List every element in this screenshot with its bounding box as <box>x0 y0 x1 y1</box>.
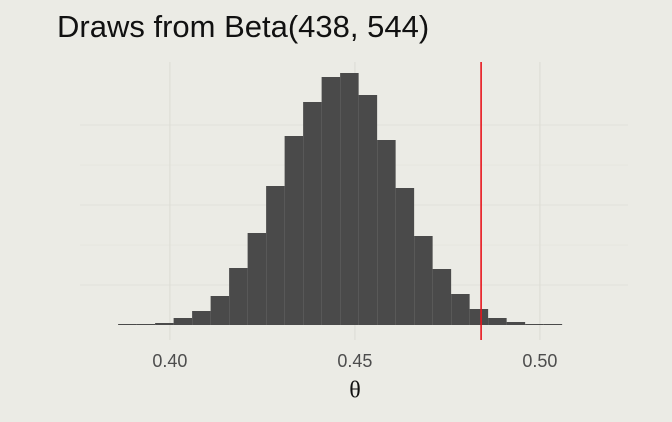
bar <box>210 296 230 325</box>
x-tick-label: 0.45 <box>337 351 372 371</box>
bar <box>469 309 489 325</box>
bar <box>266 186 285 325</box>
bar <box>136 324 156 325</box>
chart-title: Draws from Beta(438, 544) <box>57 9 429 44</box>
bar <box>340 73 359 325</box>
bar <box>414 236 433 325</box>
x-axis-label: θ <box>349 378 361 404</box>
bar <box>303 102 322 325</box>
x-tick-label: 0.40 <box>152 351 187 371</box>
bar <box>395 188 415 325</box>
bar <box>358 95 378 325</box>
x-tick-label: 0.50 <box>522 351 557 371</box>
bar <box>451 294 470 325</box>
bar <box>192 311 211 325</box>
bar <box>377 140 396 325</box>
bar <box>506 322 526 325</box>
bar <box>284 136 304 325</box>
bar <box>321 77 341 325</box>
bar <box>155 323 174 325</box>
bar <box>173 318 193 325</box>
bar <box>432 269 452 325</box>
bar <box>247 233 267 325</box>
bar <box>118 324 137 325</box>
bar <box>488 318 507 325</box>
bar <box>525 324 544 325</box>
bar <box>543 324 563 325</box>
bar <box>229 268 248 325</box>
